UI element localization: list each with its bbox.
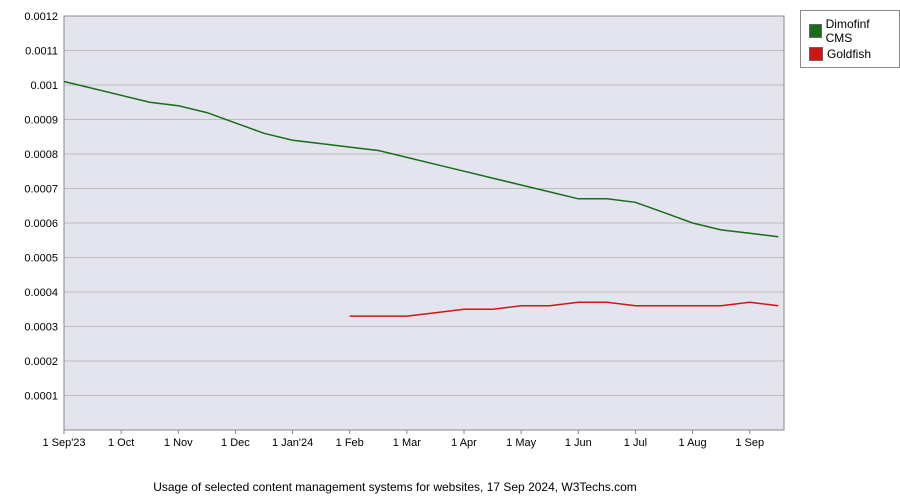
legend-item: Goldfish [809, 47, 891, 61]
svg-text:0.0012: 0.0012 [24, 11, 58, 23]
svg-text:1 Nov: 1 Nov [164, 437, 193, 449]
svg-text:0.0007: 0.0007 [24, 184, 58, 196]
legend-swatch [809, 47, 823, 61]
legend: Dimofinf CMS Goldfish [800, 10, 900, 68]
svg-text:1 Sep: 1 Sep [735, 437, 764, 449]
svg-text:0.0006: 0.0006 [24, 218, 58, 230]
svg-text:1 Jan'24: 1 Jan'24 [272, 437, 313, 449]
svg-text:1 Aug: 1 Aug [679, 437, 707, 449]
legend-label: Dimofinf CMS [826, 17, 891, 45]
legend-swatch [809, 24, 822, 38]
svg-text:1 Mar: 1 Mar [393, 437, 421, 449]
svg-text:1 Jul: 1 Jul [624, 437, 647, 449]
svg-text:0.0002: 0.0002 [24, 356, 58, 368]
svg-text:1 Oct: 1 Oct [108, 437, 134, 449]
svg-text:0.0008: 0.0008 [24, 149, 58, 161]
svg-text:0.001: 0.001 [30, 80, 58, 92]
chart-container: 0.0001 0.0002 0.0003 0.0004 0.0005 0.0006 0.00… [10, 10, 790, 470]
svg-text:1 Dec: 1 Dec [221, 437, 250, 449]
svg-text:1 Apr: 1 Apr [451, 437, 477, 449]
legend-label: Goldfish [827, 47, 871, 61]
chart-caption: Usage of selected content management sys… [0, 480, 790, 494]
svg-text:0.0011: 0.0011 [25, 46, 58, 58]
svg-text:0.0003: 0.0003 [24, 322, 58, 334]
svg-text:1 Sep'23: 1 Sep'23 [42, 437, 85, 449]
svg-text:0.0001: 0.0001 [24, 391, 58, 403]
svg-text:1 Jun: 1 Jun [565, 437, 592, 449]
line-chart: 0.0001 0.0002 0.0003 0.0004 0.0005 0.0006 0.00… [10, 10, 790, 454]
svg-text:1 May: 1 May [506, 437, 536, 449]
svg-text:0.0005: 0.0005 [24, 253, 58, 265]
svg-text:1 Feb: 1 Feb [336, 437, 364, 449]
legend-item: Dimofinf CMS [809, 17, 891, 45]
svg-text:0.0004: 0.0004 [24, 287, 58, 299]
svg-text:0.0009: 0.0009 [24, 115, 58, 127]
